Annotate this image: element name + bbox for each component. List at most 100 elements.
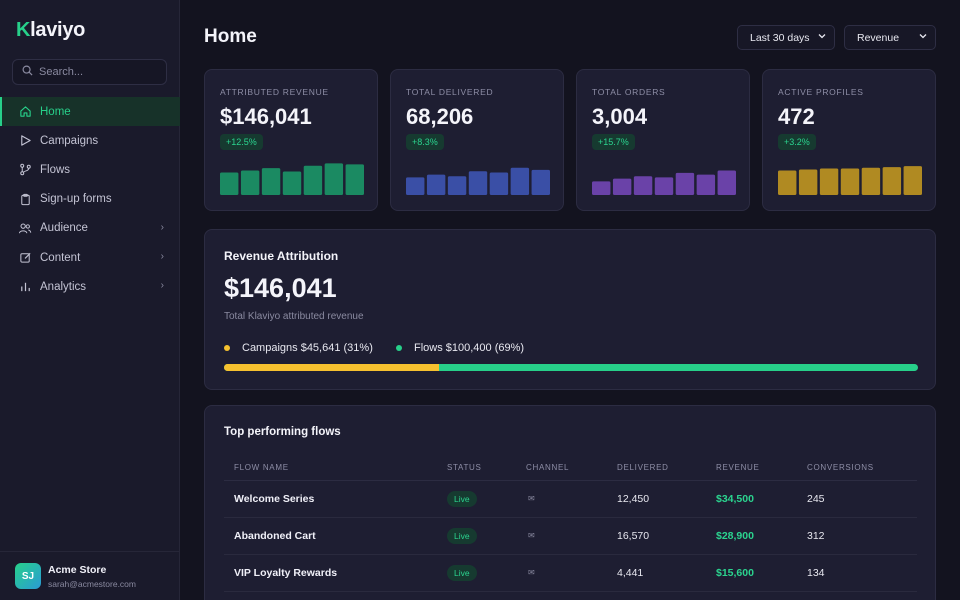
- sidebar-item-audience[interactable]: Audience ›: [0, 214, 180, 243]
- legend-label: Flows $100,400 (69%): [414, 342, 525, 354]
- table-row[interactable]: Welcome Series Live ✉ 12,450 $34,500 245: [224, 481, 917, 518]
- stat-value: 3,004: [592, 104, 648, 129]
- sparkline-bar: [447, 176, 467, 195]
- revenue-attribution-card: Revenue Attribution $146,041 Total Klavi…: [204, 229, 936, 390]
- sidebar-item-campaigns[interactable]: Campaigns: [0, 126, 180, 155]
- legend-label: Campaigns $45,641 (31%): [242, 342, 373, 354]
- sidebar-item-label: Sign-up forms: [40, 193, 112, 206]
- sidebar-item-flows[interactable]: Flows: [0, 155, 180, 184]
- sparkline-bar: [861, 167, 881, 195]
- chevron-down-icon: [919, 34, 927, 39]
- sidebar-item-label: Content: [40, 251, 81, 264]
- send-icon: [18, 134, 32, 148]
- stat-card-total-delivered[interactable]: Total Delivered 68,206 +8.3%: [390, 69, 564, 211]
- email-icon: ✉: [528, 531, 535, 540]
- sparkline-bar: [778, 170, 797, 195]
- email-icon: ✉: [528, 568, 535, 577]
- legend-flows: Flows $100,400 (69%): [396, 342, 524, 354]
- chevron-right-icon: ›: [160, 221, 164, 233]
- email-icon: ✉: [528, 494, 535, 503]
- user-name: Acme Store: [48, 563, 107, 576]
- stat-change-badge: +8.3%: [406, 134, 444, 150]
- metric-select[interactable]: Revenue: [844, 25, 936, 50]
- sparkline-bar: [819, 168, 839, 195]
- column-header[interactable]: Flow Name: [234, 463, 289, 472]
- delivered-value: 12,450: [617, 493, 650, 505]
- top-flows-card: Top performing flows Flow Name Status Ch…: [204, 405, 936, 600]
- date-range-select[interactable]: Last 30 days: [737, 25, 835, 50]
- sparkline-bar: [717, 170, 736, 195]
- revenue-value: $28,900: [716, 530, 754, 542]
- logo-mark: K: [16, 19, 31, 41]
- card-title: Top performing flows: [224, 426, 341, 438]
- stat-change-badge: +15.7%: [592, 134, 635, 150]
- users-icon: [18, 221, 32, 235]
- stat-change-badge: +12.5%: [220, 134, 263, 150]
- attribution-progress-bar: [224, 364, 918, 371]
- sparkline-bar: [510, 167, 530, 195]
- sparkline-bar: [903, 166, 922, 195]
- date-range-value: Last 30 days: [750, 31, 810, 44]
- revenue-value: $34,500: [716, 493, 754, 505]
- sidebar-item-analytics[interactable]: Analytics ›: [0, 272, 180, 301]
- sidebar-item-home[interactable]: Home: [0, 97, 180, 127]
- sparkline-bars: [220, 163, 364, 195]
- sidebar-item-signup-forms[interactable]: Sign-up forms: [0, 185, 180, 214]
- sparkline-bar: [696, 174, 716, 195]
- table-row[interactable]: Abandoned Cart Live ✉ 16,570 $28,900 312: [224, 518, 917, 555]
- status-badge: Live: [447, 565, 477, 581]
- sparkline-bar: [798, 169, 818, 195]
- column-header[interactable]: Conversions: [807, 463, 874, 472]
- column-header[interactable]: Channel: [526, 463, 570, 472]
- chevron-down-icon: [818, 34, 826, 39]
- sparkline-bars: [406, 167, 550, 195]
- stat-label: Total Orders: [592, 87, 666, 97]
- sparkline-bar: [240, 170, 260, 195]
- stat-value: 68,206: [406, 104, 474, 129]
- sparkline-bars: [592, 170, 736, 195]
- sparkline-bar: [406, 177, 425, 195]
- revenue-subtitle: Total Klaviyo attributed revenue: [224, 311, 364, 322]
- avatar: SJ: [15, 563, 41, 589]
- metric-value: Revenue: [857, 31, 900, 44]
- campaigns-share-fill: [224, 364, 440, 371]
- column-header[interactable]: Delivered: [617, 463, 669, 472]
- stat-label: Attributed Revenue: [220, 87, 329, 97]
- table-row[interactable]: VIP Loyalty Rewards Live ✉ 4,441 $15,600…: [224, 555, 917, 592]
- stat-label: Total Delivered: [406, 87, 494, 97]
- conversions-value: 312: [807, 530, 825, 542]
- sidebar-item-content[interactable]: Content ›: [0, 243, 180, 272]
- delivered-value: 4,441: [617, 567, 644, 579]
- sidebar: Klaviyo Home Campaigns Flows Sign-up for…: [0, 0, 180, 600]
- search-icon: [22, 63, 33, 81]
- sparkline-bar: [531, 169, 550, 195]
- logo-text: laviyo: [30, 19, 86, 41]
- sparkline-bar: [489, 172, 509, 195]
- stat-label: Active Profiles: [778, 87, 864, 97]
- flow-name[interactable]: Abandoned Cart: [234, 530, 316, 542]
- flow-name[interactable]: Welcome Series: [234, 493, 315, 505]
- sparkline-bar: [882, 167, 902, 195]
- sparkline-bar: [675, 172, 695, 195]
- sidebar-item-label: Home: [40, 105, 71, 118]
- sidebar-item-label: Flows: [40, 163, 71, 176]
- column-header[interactable]: Status: [447, 463, 482, 472]
- flow-name[interactable]: VIP Loyalty Rewards: [234, 567, 338, 579]
- klaviyo-logo[interactable]: Klaviyo: [16, 19, 85, 42]
- search-box[interactable]: [12, 59, 167, 85]
- sparkline-bar: [324, 163, 344, 195]
- stat-card-total-orders[interactable]: Total Orders 3,004 +15.7%: [576, 69, 750, 211]
- stat-value: $146,041: [220, 104, 312, 129]
- flows-icon: [18, 163, 32, 177]
- sidebar-item-label: Campaigns: [40, 134, 99, 147]
- search-input[interactable]: [39, 66, 159, 78]
- conversions-value: 134: [807, 567, 825, 579]
- sidebar-item-label: Audience: [40, 222, 88, 235]
- column-header[interactable]: Revenue: [716, 463, 760, 472]
- user-account[interactable]: SJ Acme Store sarah@acmestore.com: [0, 551, 180, 600]
- sidebar-item-label: Analytics: [40, 280, 87, 293]
- stat-card-attributed-revenue[interactable]: Attributed Revenue $146,041 +12.5%: [204, 69, 378, 211]
- revenue-total: $146,041: [224, 273, 337, 303]
- status-badge: Live: [447, 528, 477, 544]
- stat-card-active-profiles[interactable]: Active Profiles 472 +3.2%: [762, 69, 936, 211]
